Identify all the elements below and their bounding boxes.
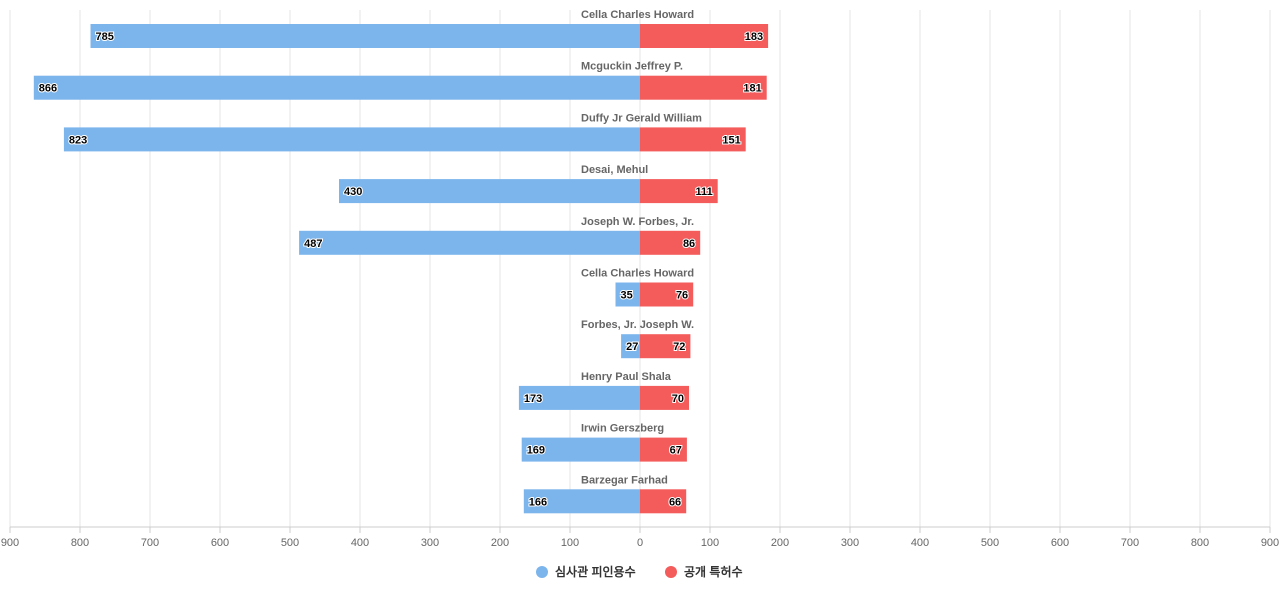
x-tick-label: 100 (701, 537, 719, 549)
legend-item[interactable]: 공개 특허수 (665, 564, 743, 579)
x-tick-label: 600 (211, 537, 229, 549)
bar-right[interactable] (640, 282, 694, 307)
legend-marker-icon (536, 566, 548, 578)
legend-label: 심사관 피인용수 (555, 564, 636, 579)
category-label: Henry Paul Shala (581, 371, 672, 383)
x-tick-label: 900 (1, 537, 19, 549)
legend-label: 공개 특허수 (684, 564, 743, 579)
x-tick-label: 400 (351, 537, 369, 549)
x-tick-label: 300 (421, 537, 439, 549)
x-tick-label: 800 (1191, 537, 1209, 549)
bar-left-value: 27 (626, 341, 638, 353)
x-tick-label: 100 (561, 537, 579, 549)
category-label: Duffy Jr Gerald William (581, 112, 702, 124)
category-label: Desai, Mehul (581, 164, 648, 176)
bar-right-value: 111 (696, 186, 713, 198)
bar-left-value: 785 (96, 31, 114, 43)
bar-left[interactable] (299, 230, 640, 255)
bar-left[interactable] (615, 282, 641, 307)
bar-right-value: 151 (722, 134, 740, 146)
bar-left-value: 866 (39, 83, 57, 95)
category-label: Cella Charles Howard (581, 268, 694, 280)
category-label: Cella Charles Howard (581, 9, 694, 21)
bar-left-value: 430 (344, 186, 362, 198)
bar-left[interactable] (523, 489, 640, 514)
bar-right-value: 181 (743, 83, 761, 95)
bar-right[interactable] (640, 437, 687, 462)
bar-right[interactable] (640, 230, 701, 255)
x-tick-label: 300 (841, 537, 859, 549)
bar-left[interactable] (621, 334, 640, 359)
bar-right[interactable] (640, 127, 746, 152)
bar-right-value: 76 (676, 290, 688, 302)
bar-right-value: 86 (683, 238, 695, 250)
bar-left[interactable] (33, 75, 641, 100)
bar-right[interactable] (640, 334, 691, 359)
category-label: Irwin Gerszberg (581, 423, 664, 435)
bar-right-value: 183 (745, 31, 763, 43)
bar-right[interactable] (640, 24, 769, 48)
bar-right[interactable] (640, 489, 687, 514)
bar-right[interactable] (640, 179, 718, 204)
bar-left[interactable] (521, 437, 640, 462)
bar-left-value: 173 (524, 393, 542, 405)
category-label: Mcguckin Jeffrey P. (581, 61, 683, 73)
x-tick-label: 200 (491, 537, 509, 549)
bar-left-value: 166 (529, 496, 547, 508)
bar-right[interactable] (640, 75, 767, 100)
category-label: Joseph W. Forbes, Jr. (581, 216, 694, 228)
bar-left-value: 169 (527, 445, 545, 457)
legend-item[interactable]: 심사관 피인용수 (536, 564, 636, 579)
x-tick-label: 700 (141, 537, 159, 549)
bar-left[interactable] (90, 24, 641, 48)
bar-right[interactable] (640, 385, 689, 410)
legend-marker-icon (665, 566, 677, 578)
legend[interactable]: 심사관 피인용수 공개 특허수 (536, 564, 743, 579)
bar-left[interactable] (339, 179, 640, 204)
bars (33, 24, 769, 514)
x-tick-label: 900 (1261, 537, 1279, 549)
x-tick-label: 800 (71, 537, 89, 549)
bar-left-value: 35 (621, 290, 633, 302)
bar-left[interactable] (63, 127, 640, 152)
x-tick-label: 600 (1051, 537, 1069, 549)
bar-left-value: 823 (69, 134, 87, 146)
x-tick-label: 400 (911, 537, 929, 549)
x-axis: 900 800 700 600 500 400 300 200 100 0 100 200 300 400… (1, 526, 1279, 549)
bar-right-value: 67 (670, 445, 682, 457)
bar-left[interactable] (518, 385, 640, 410)
x-tick-label: 700 (1121, 537, 1139, 549)
bar-right-value: 70 (672, 393, 684, 405)
bar-left-value: 487 (304, 238, 322, 250)
x-tick-label: 500 (981, 537, 999, 549)
x-tick-label: 500 (281, 537, 299, 549)
x-tick-label: 0 (637, 537, 643, 549)
category-label: Barzegar Farhad (581, 474, 668, 486)
category-label: Forbes, Jr. Joseph W. (581, 319, 694, 331)
x-tick-label: 200 (771, 537, 789, 549)
bar-right-value: 66 (669, 496, 681, 508)
labels: Cella Charles Howard 785 183 Mcguckin Jeffr… (38, 9, 764, 509)
bar-right-value: 72 (673, 341, 685, 353)
